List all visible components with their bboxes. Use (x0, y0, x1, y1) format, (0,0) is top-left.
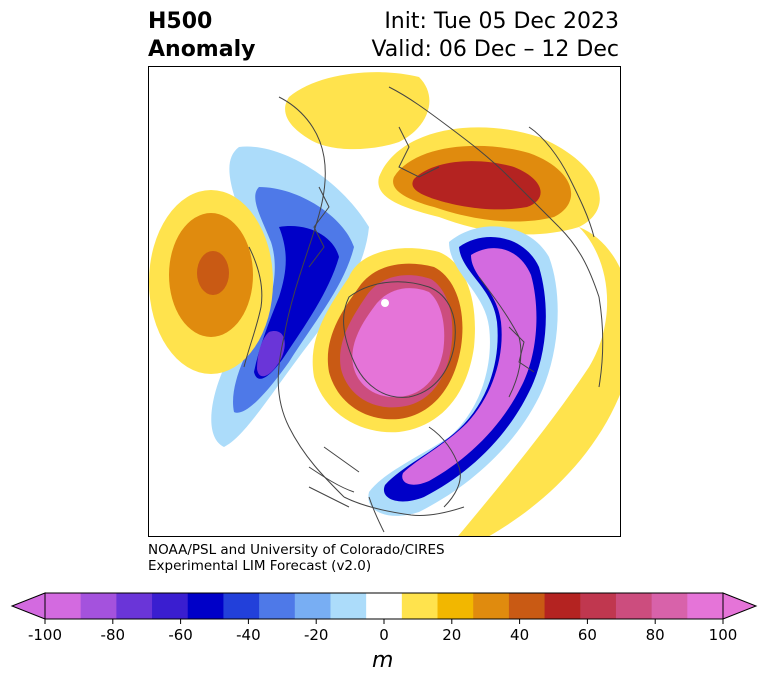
colorbar-swatch (473, 593, 510, 619)
colorbar-tick-label: -100 (28, 626, 62, 644)
colorbar-ticks: -100 -80 -60 -40 -20 0 20 40 60 80 100 (28, 619, 737, 644)
credit-line-2: Experimental LIM Forecast (v2.0) (148, 558, 372, 574)
colorbar-swatch (508, 593, 546, 619)
colorbar-tick-label: 60 (578, 626, 597, 644)
colorbar-swatch (544, 593, 581, 619)
colorbar-swatch (437, 593, 474, 619)
colorbar-swatch (259, 593, 296, 619)
colorbar-max-extend (722, 592, 758, 620)
arctic-positive-core (352, 288, 445, 398)
colorbar-swatch (187, 593, 224, 619)
north-pacific-negative-peak (257, 331, 285, 377)
colorbar: -100 -80 -60 -40 -20 0 20 40 60 80 100 (10, 592, 758, 644)
colorbar-tick-label: -60 (168, 626, 193, 644)
subtropical-atlantic-positive-band (458, 227, 620, 536)
colorbar-swatch (651, 593, 688, 619)
credit-line-1: NOAA/PSL and University of Colorado/CIRE… (148, 542, 445, 558)
colorbar-swatches (10, 592, 758, 620)
coastlines (243, 86, 604, 533)
colorbar-swatch (152, 593, 189, 619)
colorbar-tick-label: 100 (709, 626, 738, 644)
colorbar-tick-label: 20 (442, 626, 461, 644)
colorbar-swatch (366, 593, 403, 619)
colorbar-tick-label: 0 (379, 626, 389, 644)
credit-block: NOAA/PSL and University of Colorado/CIRE… (148, 542, 445, 574)
siberia-positive-anomaly-core (412, 161, 541, 210)
anomaly-map (148, 66, 621, 537)
map-title: H500 Anomaly (148, 8, 255, 64)
map-canvas (149, 72, 620, 536)
colorbar-unit: m (372, 648, 394, 673)
colorbar-tick-label: -20 (304, 626, 329, 644)
colorbar-swatch (401, 593, 439, 619)
forecast-dates: Init: Tue 05 Dec 2023 Valid: 06 Dec – 12… (371, 8, 619, 64)
colorbar-swatch (80, 593, 117, 619)
colorbar-swatch (330, 593, 367, 619)
colorbar-swatch (580, 593, 617, 619)
colorbar-min-extend (10, 592, 46, 620)
colorbar-swatch (116, 593, 153, 619)
valid-range: Valid: 06 Dec – 12 Dec (371, 37, 619, 62)
colorbar-tick-label: 80 (646, 626, 665, 644)
colorbar-swatch (687, 593, 724, 619)
colorbar-swatch (223, 593, 260, 619)
colorbar-tick-label: 40 (510, 626, 529, 644)
colorbar-swatch (615, 593, 653, 619)
north-atlantic-negative-core (402, 248, 537, 485)
title-anomaly: Anomaly (148, 37, 256, 62)
colorbar-tick-label: -80 (101, 626, 126, 644)
init-date: Init: Tue 05 Dec 2023 (384, 9, 619, 34)
colorbar-swatch (294, 593, 331, 619)
colorbar-swatch (45, 593, 82, 619)
colorbar-tick-label: -40 (236, 626, 261, 644)
title-variable: H500 (148, 9, 213, 34)
europe-positive-anomaly-north (285, 72, 430, 150)
north-pole-marker (381, 299, 389, 307)
subtropical-pacific-positive-core (197, 251, 229, 295)
